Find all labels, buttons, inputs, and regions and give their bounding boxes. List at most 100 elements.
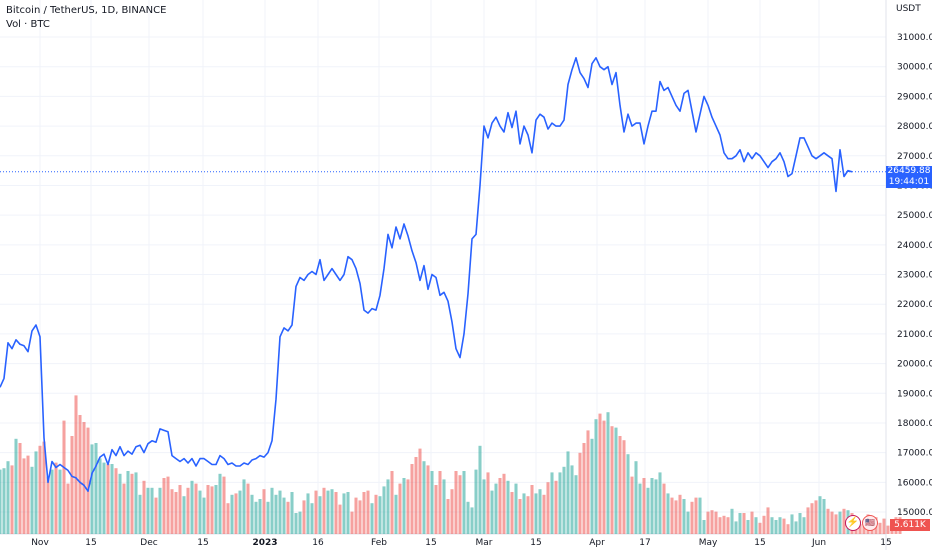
volume-bar <box>210 486 214 534</box>
volume-bar <box>146 487 150 534</box>
volume-bar <box>370 503 374 534</box>
volume-bar <box>78 415 82 534</box>
volume-bar <box>834 514 838 534</box>
volume-bar <box>422 461 426 534</box>
volume-bar <box>266 501 270 534</box>
volume-bar <box>458 475 462 534</box>
volume-bar <box>350 511 354 534</box>
volume-bar <box>138 494 142 534</box>
flash-icon[interactable]: ⚡ <box>845 515 861 531</box>
volume-bar <box>202 497 206 534</box>
volume-bar <box>306 493 310 534</box>
volume-bar <box>462 471 466 534</box>
volume-bar <box>142 480 146 534</box>
volume-bar <box>686 511 690 534</box>
last-price-value: 26459.88 <box>887 166 931 176</box>
volume-bar <box>766 507 770 534</box>
volume-bar <box>642 478 646 534</box>
volume-bar <box>174 492 178 534</box>
volume-bar <box>322 487 326 534</box>
volume-bar <box>830 511 834 534</box>
volume-bar <box>550 472 554 534</box>
volume-bar <box>294 513 298 534</box>
volume-bar <box>802 517 806 534</box>
volume-bar <box>618 436 622 534</box>
volume-bar <box>42 441 46 534</box>
volume-bar <box>270 487 274 534</box>
volume-bar <box>582 443 586 534</box>
volume-bar <box>418 448 422 534</box>
volume-bar <box>230 494 234 534</box>
volume-bar <box>574 475 578 534</box>
volume-bar <box>58 469 62 534</box>
volume-bar <box>658 472 662 534</box>
volume-bar <box>466 501 470 534</box>
x-tick-label: Jun <box>811 538 826 548</box>
y-tick-label: 24000.00 <box>897 241 932 251</box>
volume-bar <box>614 427 618 534</box>
volume-bar <box>578 452 582 534</box>
y-tick-label: 27000.00 <box>897 152 932 162</box>
volume-bar <box>30 466 34 534</box>
volume-bar <box>754 517 758 534</box>
volume-bar <box>514 483 518 534</box>
volume-bar <box>510 492 514 534</box>
volume-bar <box>118 473 122 534</box>
y-tick-label: 15000.00 <box>897 508 932 518</box>
volume-bar <box>2 468 6 534</box>
volume-bar <box>110 464 114 534</box>
y-tick-label: 21000.00 <box>897 330 932 340</box>
volume-bar <box>570 465 574 534</box>
volume-bar <box>490 490 494 534</box>
volume-bar <box>310 503 314 534</box>
y-tick-label: 18000.00 <box>897 419 932 429</box>
volume-bar <box>882 518 886 534</box>
volume-bar <box>90 444 94 534</box>
volume-bar <box>338 504 342 534</box>
volume-bar <box>206 485 210 534</box>
volume-bar <box>378 496 382 534</box>
volume-bar <box>38 445 42 534</box>
volume-bar <box>622 440 626 534</box>
volume-bar <box>286 501 290 534</box>
volume-bar <box>838 511 842 534</box>
volume-bar <box>434 485 438 534</box>
us-flag-icon[interactable]: 🇺🇸 <box>862 515 878 531</box>
volume-bar <box>454 471 458 534</box>
volume-bar <box>770 517 774 534</box>
y-tick-label: 20000.00 <box>897 360 932 370</box>
volume-bar <box>150 487 154 534</box>
volume-bar <box>886 525 890 534</box>
volume-bar <box>326 490 330 534</box>
volume-bar <box>742 513 746 534</box>
volume-bar <box>126 471 130 534</box>
volume-bar <box>482 479 486 534</box>
volume-bar <box>546 482 550 534</box>
volume-bar <box>630 476 634 534</box>
volume-bar <box>158 487 162 534</box>
volume-bar <box>402 478 406 534</box>
volume-bar <box>106 464 110 534</box>
volume-bar <box>366 490 370 534</box>
y-tick-label: 22000.00 <box>897 300 932 310</box>
volume-bar <box>518 499 522 534</box>
volume-bar <box>242 479 246 534</box>
volume-bar <box>218 473 222 534</box>
volume-bar <box>722 515 726 534</box>
volume-bar <box>274 494 278 534</box>
volume-bar <box>134 472 138 534</box>
volume-bar <box>706 511 710 534</box>
volume-bar <box>670 497 674 534</box>
volume-bar <box>842 508 846 534</box>
volume-bar <box>290 492 294 534</box>
volume-bar <box>666 493 670 534</box>
price-scale-currency[interactable]: USDT <box>896 4 921 14</box>
volume-bar <box>62 420 66 534</box>
volume-bar <box>774 520 778 534</box>
volume-bar <box>74 395 78 534</box>
volume-bar <box>122 483 126 534</box>
volume-bar <box>662 483 666 534</box>
volume-bar <box>354 497 358 534</box>
